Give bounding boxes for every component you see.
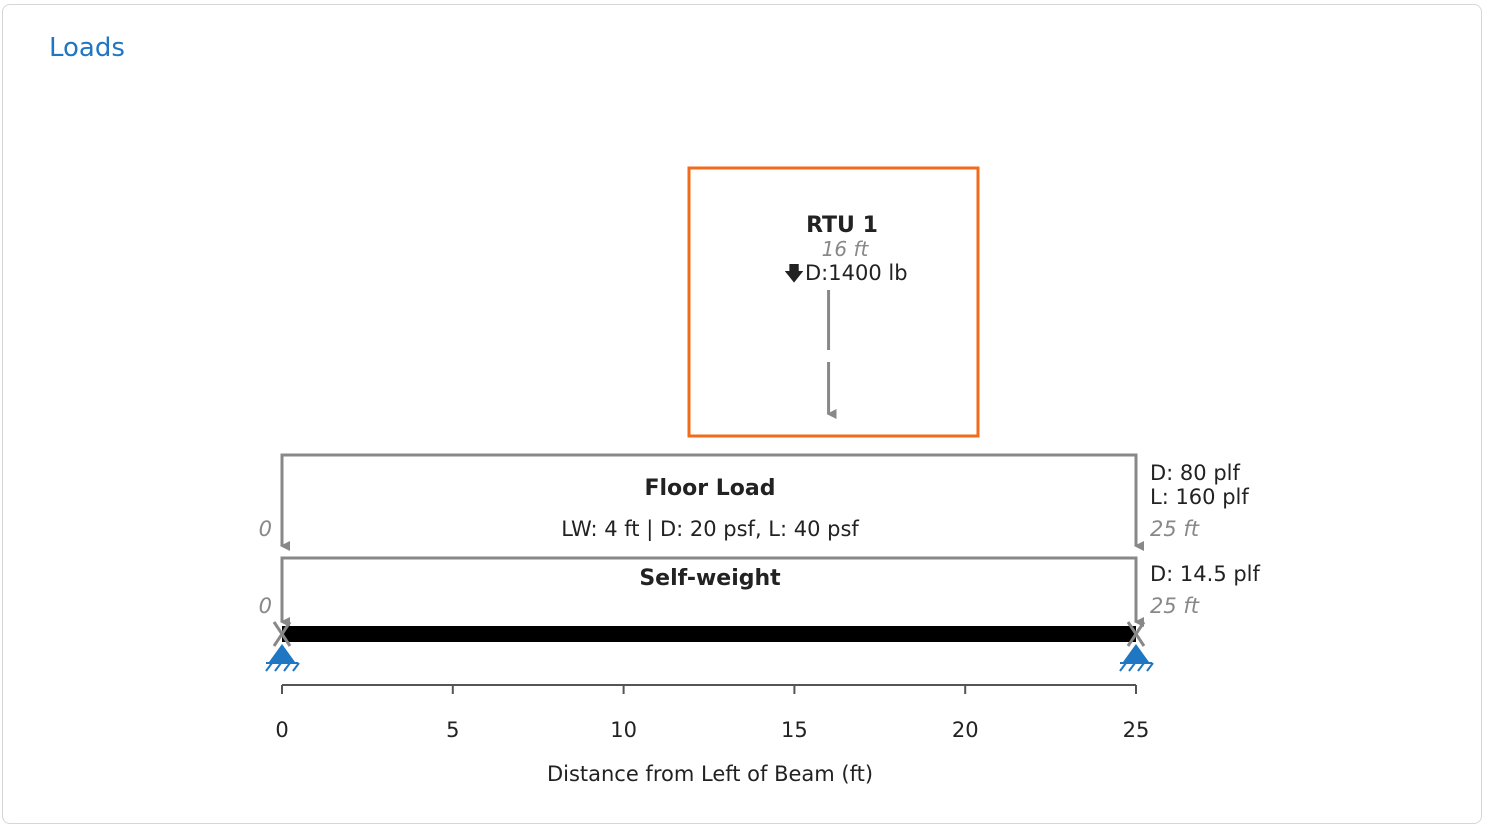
x-axis-ticks: 0 5 10 15 20 25 bbox=[275, 685, 1149, 742]
x-axis-tick-label: 25 bbox=[1123, 718, 1150, 742]
self-weight-end-label: 25 ft bbox=[1150, 594, 1200, 618]
loads-card: Loads bbox=[2, 4, 1482, 824]
x-axis-label: Distance from Left of Beam (ft) bbox=[547, 762, 873, 786]
self-weight-load[interactable]: Self-weight 0 D: 14.5 plf 25 ft bbox=[259, 556, 1261, 627]
floor-load-magnitude-d: D: 80 plf bbox=[1150, 461, 1240, 485]
down-arrow-icon: 🡇 bbox=[784, 261, 805, 285]
point-load-position: 16 ft bbox=[822, 237, 870, 261]
beam[interactable] bbox=[282, 626, 1136, 642]
point-load-highlight-box[interactable] bbox=[687, 166, 980, 438]
pin-support-icon bbox=[265, 644, 300, 672]
self-weight-name: Self-weight bbox=[639, 566, 781, 591]
floor-load-start-label: 0 bbox=[259, 517, 272, 541]
beam-end-mark-left bbox=[272, 621, 292, 647]
point-load-name: RTU 1 bbox=[806, 213, 878, 238]
point-load-magnitude: D:1400 lb bbox=[805, 261, 908, 285]
pin-support-icon bbox=[1119, 644, 1154, 672]
self-weight-start-label: 0 bbox=[259, 594, 272, 618]
self-weight-magnitude-d: D: 14.5 plf bbox=[1150, 562, 1261, 586]
beam-end-mark-right bbox=[1126, 621, 1146, 647]
floor-load[interactable]: Floor Load LW: 4 ft | D: 20 psf, L: 40 p… bbox=[259, 453, 1250, 551]
floor-load-name: Floor Load bbox=[644, 476, 775, 501]
x-axis-tick-label: 20 bbox=[952, 718, 979, 742]
x-axis-tick-label: 0 bbox=[275, 718, 288, 742]
floor-load-magnitude-l: L: 160 plf bbox=[1150, 485, 1249, 509]
x-axis-tick-label: 5 bbox=[446, 718, 459, 742]
x-axis-tick-label: 10 bbox=[610, 718, 637, 742]
floor-load-end-label: 25 ft bbox=[1150, 517, 1200, 541]
floor-load-description: LW: 4 ft | D: 20 psf, L: 40 psf bbox=[561, 517, 859, 542]
x-axis-tick-label: 15 bbox=[781, 718, 808, 742]
card-title: Loads bbox=[49, 33, 125, 63]
